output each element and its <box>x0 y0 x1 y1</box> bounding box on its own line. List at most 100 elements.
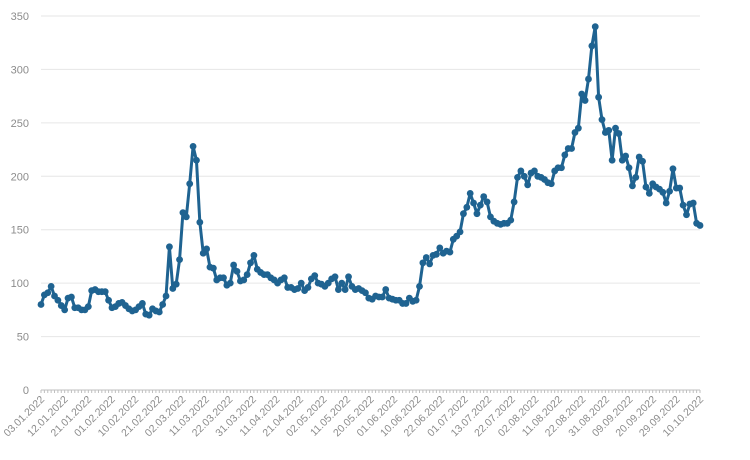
data-point <box>466 189 474 197</box>
data-point <box>689 199 697 207</box>
data-point <box>426 260 434 268</box>
data-point <box>696 222 704 229</box>
data-point <box>182 213 190 221</box>
data-point <box>240 276 248 284</box>
data-point <box>243 271 251 278</box>
data-point <box>669 165 677 173</box>
data-point <box>463 203 471 211</box>
data-point <box>595 93 603 101</box>
data-point <box>608 156 616 164</box>
data-point <box>162 292 170 300</box>
data-point <box>460 210 467 218</box>
x-tick-labels: 03.01.202212.01.202221.01.202201.02.2022… <box>1 394 706 440</box>
data-point <box>483 198 491 206</box>
data-point <box>138 300 146 307</box>
data-point <box>304 284 312 291</box>
data-point <box>436 244 444 252</box>
data-point <box>341 286 349 293</box>
data-point <box>402 300 410 307</box>
data-point <box>581 97 589 104</box>
data-point <box>547 180 555 188</box>
data-point <box>639 157 646 165</box>
data-point <box>294 285 302 292</box>
data-point <box>531 167 538 175</box>
data-point <box>193 156 200 164</box>
data-point <box>203 245 210 253</box>
y-tick-label: 100 <box>11 278 29 290</box>
data-point <box>456 228 464 236</box>
data-point <box>422 254 430 261</box>
data-point <box>605 126 613 134</box>
data-point <box>629 182 636 190</box>
grid <box>41 15 700 338</box>
data-point <box>233 267 241 275</box>
data-point <box>666 187 673 195</box>
data-point <box>61 306 69 314</box>
data-point <box>679 201 687 209</box>
data-point <box>334 286 342 293</box>
axes <box>40 389 701 393</box>
data-point <box>676 184 684 192</box>
data-point <box>250 251 258 259</box>
y-tick-label: 350 <box>11 11 29 23</box>
data-point <box>345 273 352 281</box>
y-tick-label: 200 <box>11 171 29 183</box>
data-point <box>433 250 440 258</box>
data-point <box>186 180 194 188</box>
data-point <box>172 280 180 288</box>
data-point <box>47 282 55 290</box>
data-point <box>510 198 518 206</box>
y-tick-label: 300 <box>11 64 29 76</box>
data-point <box>446 248 454 256</box>
data-point <box>145 311 153 319</box>
data-point <box>514 173 521 181</box>
data-point <box>230 261 238 269</box>
data-point <box>642 183 650 191</box>
series <box>37 23 704 319</box>
data-point <box>101 288 109 296</box>
data-point <box>220 274 227 282</box>
data-point <box>159 301 167 308</box>
data-point <box>476 201 484 209</box>
data-point <box>473 210 481 218</box>
data-point <box>585 75 592 83</box>
y-tick-label: 50 <box>17 332 29 344</box>
data-point <box>54 296 62 304</box>
data-point <box>683 211 690 219</box>
data-point <box>561 151 569 159</box>
data-point <box>176 256 183 264</box>
data-point <box>524 181 532 189</box>
data-point <box>632 173 640 181</box>
data-point <box>416 282 423 290</box>
data-point <box>331 273 339 281</box>
data-point <box>520 172 528 180</box>
data-point <box>615 130 623 137</box>
y-tick-label: 0 <box>23 385 29 397</box>
data-point <box>338 279 346 287</box>
data-point <box>598 116 606 124</box>
data-point <box>44 289 52 297</box>
data-point <box>578 90 586 98</box>
data-point <box>622 152 630 160</box>
data-point <box>68 293 75 301</box>
data-point <box>591 23 599 31</box>
data-point <box>362 289 369 297</box>
data-point <box>612 124 619 132</box>
data-point <box>311 272 319 280</box>
data-point <box>166 243 173 251</box>
data-point <box>209 264 217 272</box>
data-point <box>558 164 565 172</box>
y-tick-label: 150 <box>11 225 29 237</box>
data-point <box>280 274 288 282</box>
data-point <box>574 124 582 132</box>
data-point <box>588 42 596 50</box>
y-tick-labels: 0 50 100 150 200 250 300 350 <box>11 11 29 397</box>
series-line <box>39 25 702 317</box>
data-point <box>37 301 45 308</box>
data-point <box>470 199 477 207</box>
data-point <box>419 259 427 267</box>
data-point <box>517 167 525 175</box>
data-point <box>480 193 488 200</box>
data-point <box>625 164 633 172</box>
y-tick-label: 250 <box>11 118 29 130</box>
